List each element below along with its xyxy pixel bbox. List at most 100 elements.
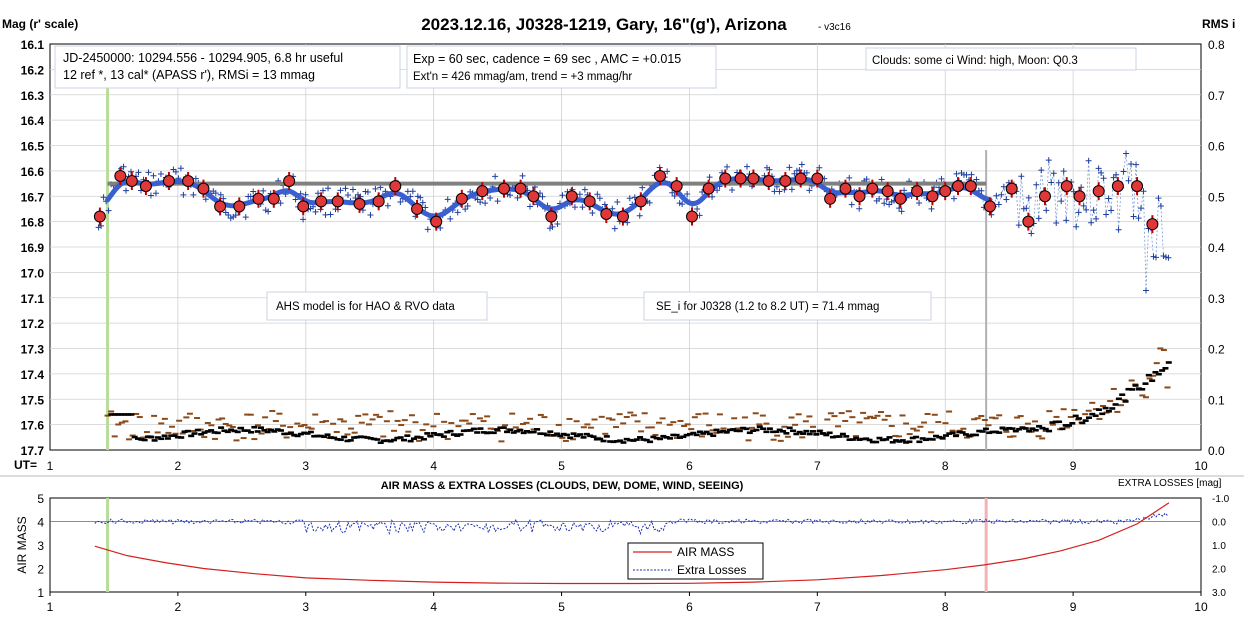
unbinned-point (1043, 207, 1050, 214)
rms-smooth-point (1032, 428, 1039, 432)
rms-smooth-point (460, 429, 467, 433)
rms-smooth-point (979, 430, 986, 433)
rms-smooth-point (224, 430, 231, 434)
bottom-x-tick-label: 9 (1070, 600, 1077, 614)
binned-marker (1092, 185, 1105, 198)
rms-smooth-point (494, 428, 501, 431)
rms-raw-point (763, 422, 770, 425)
binned-point (853, 187, 866, 206)
rms-raw-point (541, 416, 548, 419)
binned-point (372, 192, 385, 211)
binned-marker (839, 182, 852, 195)
rms-raw-point (752, 412, 759, 415)
rms-smooth-point (866, 438, 873, 442)
rms-smooth-point (1026, 429, 1033, 433)
rms-raw-point (1100, 405, 1107, 408)
unbinned-point (928, 205, 935, 212)
rms-raw-point (455, 425, 462, 428)
rms-raw-point (190, 430, 197, 433)
rms-smooth-point (836, 435, 843, 438)
rms-smooth-point (557, 434, 564, 438)
binned-point (911, 182, 924, 201)
rms-smooth-point (962, 433, 969, 436)
rms-smooth-point (829, 435, 836, 439)
unbinned-point (152, 190, 159, 197)
binned-marker (747, 172, 760, 185)
y-axis-label-left: Mag (r' scale) (2, 17, 78, 31)
rms-raw-point (713, 431, 720, 434)
rms-smooth-point (736, 429, 743, 433)
rms-raw-point (591, 418, 598, 421)
rms-raw-point (394, 419, 401, 422)
rms-raw-point (340, 420, 347, 423)
rms-smooth-point (520, 431, 527, 435)
main-y-tick-label: 16.6 (21, 165, 45, 179)
rms-smooth-point (773, 430, 780, 434)
rms-smooth-point (647, 440, 654, 444)
bottom-x-tick-label: 3 (302, 600, 309, 614)
unbinned-point (325, 185, 332, 192)
bottom-y-tick-label: 2 (37, 563, 44, 577)
rms-smooth-point (547, 430, 554, 433)
rms-raw-point (215, 418, 222, 421)
rms-smooth-point (567, 436, 574, 440)
unbinned-point (601, 201, 608, 208)
rms-raw-point (1082, 413, 1089, 416)
binned-marker (197, 182, 210, 195)
rms-raw-point (641, 412, 648, 415)
rms-raw-point (731, 417, 738, 420)
binned-point (315, 192, 328, 211)
binned-point (779, 172, 792, 191)
rms-smooth-point (819, 432, 826, 435)
binned-point (762, 172, 775, 191)
rms-smooth-point (211, 431, 218, 434)
rms-smooth-point (600, 439, 607, 443)
rms-smooth-point (909, 436, 916, 440)
rms-smooth-point (327, 436, 334, 439)
rms-raw-point (108, 410, 115, 413)
binned-marker (214, 200, 227, 213)
unbinned-point (1155, 195, 1162, 202)
unbinned-point (492, 173, 499, 180)
rms-smooth-point (793, 432, 800, 436)
unbinned-point (596, 195, 603, 202)
unbinned-point (1050, 170, 1057, 177)
rms-smooth-point (703, 430, 710, 434)
rms-smooth-point (933, 434, 940, 438)
binned-marker (267, 192, 280, 205)
rms-raw-point (459, 419, 466, 422)
rms-smooth-point (141, 438, 148, 442)
unbinned-point (300, 216, 307, 223)
rms-raw-point (978, 415, 985, 418)
binned-marker (331, 195, 344, 208)
extra-losses-series (94, 512, 1168, 536)
unbinned-point (320, 187, 327, 194)
rms-raw-point (1024, 422, 1031, 425)
main-y-tick-right-label: 0.1 (1208, 393, 1225, 407)
rms-raw-point (648, 426, 655, 429)
unbinned-point (1073, 223, 1080, 230)
binned-point (214, 197, 227, 216)
rms-raw-point (484, 415, 491, 418)
binned-marker (702, 182, 715, 195)
rms-raw-point (784, 435, 791, 438)
binned-point (952, 177, 965, 196)
binned-marker (824, 192, 837, 205)
rms-smooth-point (790, 429, 797, 433)
binned-marker (1146, 218, 1159, 231)
rms-smooth-point (676, 436, 683, 439)
rms-smooth-point (863, 437, 870, 440)
rms-raw-point (502, 424, 509, 427)
bottom-x-tick-label: 10 (1194, 600, 1208, 614)
rms-raw-point (333, 430, 340, 433)
rms-raw-point (673, 436, 680, 439)
binned-marker (252, 192, 265, 205)
rms-smooth-point (238, 426, 245, 430)
rms-raw-point (842, 419, 849, 422)
unbinned-point (147, 192, 154, 199)
rms-smooth-point (1022, 427, 1029, 430)
rms-smooth-point (706, 432, 713, 436)
bottom-y-tick-label: 1 (37, 586, 44, 600)
binned-point (583, 192, 596, 211)
rms-raw-point (244, 413, 251, 416)
